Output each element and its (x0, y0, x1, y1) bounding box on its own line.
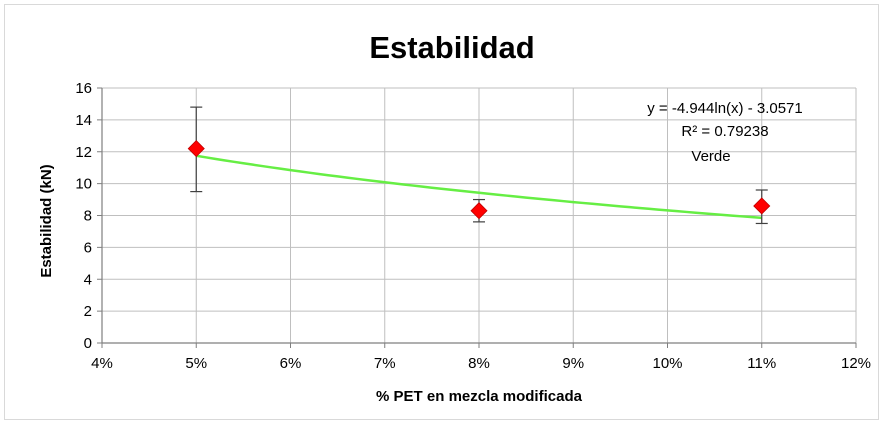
data-point-diamond (470, 202, 488, 220)
y-axis-label: Estabilidad (kN) (38, 164, 55, 277)
grid-layer (102, 87, 857, 343)
trendline-curve (196, 154, 762, 220)
chart-title: Estabilidad (369, 30, 534, 65)
x-tick-label: 11% (747, 355, 776, 372)
chart-frame: Estabilidad 0 2 4 6 8 10 12 14 16 4% 5% 6% 7% 8% 9% 10%… (4, 4, 879, 420)
y-tick-label: 0 (84, 335, 92, 352)
y-tick-label: 8 (84, 208, 92, 225)
y-tick-label: 12 (75, 144, 92, 161)
x-axis-label: % PET en mezcla modificada (376, 388, 583, 405)
trend-layer (196, 154, 762, 220)
x-tick-label: 6% (280, 355, 302, 372)
trendline-equation: y = -4.944ln(x) - 3.0571 (647, 100, 803, 117)
data-point-diamond (187, 139, 205, 158)
y-tick-label: 6 (84, 239, 92, 256)
x-tick-label: 9% (562, 355, 584, 372)
x-tick-label: 5% (185, 355, 207, 372)
y-tick-label: 16 (75, 80, 92, 97)
y-tick-label: 14 (75, 112, 92, 129)
tick-layer: 0 2 4 6 8 10 12 14 16 4% 5% 6% 7% 8% 9% 10% 11% 12% (75, 80, 871, 372)
point-layer (187, 139, 771, 220)
y-tick-label: 4 (84, 271, 92, 288)
trendline-annotation: y = -4.944ln(x) - 3.0571 R² = 0.79238 Ve… (647, 100, 803, 165)
data-point-diamond (753, 197, 771, 215)
chart-svg: Estabilidad 0 2 4 6 8 10 12 14 16 4% 5% 6% 7% 8% 9% 10%… (38, 30, 871, 405)
y-tick-label: 10 (75, 176, 92, 193)
trendline-label: Verde (691, 148, 730, 165)
y-tick-label: 2 (84, 303, 92, 320)
x-tick-label: 4% (91, 355, 113, 372)
x-tick-label: 7% (374, 355, 396, 372)
x-tick-label: 10% (652, 355, 682, 372)
x-tick-label: 12% (841, 355, 871, 372)
x-tick-label: 8% (468, 355, 490, 372)
trendline-r-squared: R² = 0.79238 (681, 123, 768, 140)
